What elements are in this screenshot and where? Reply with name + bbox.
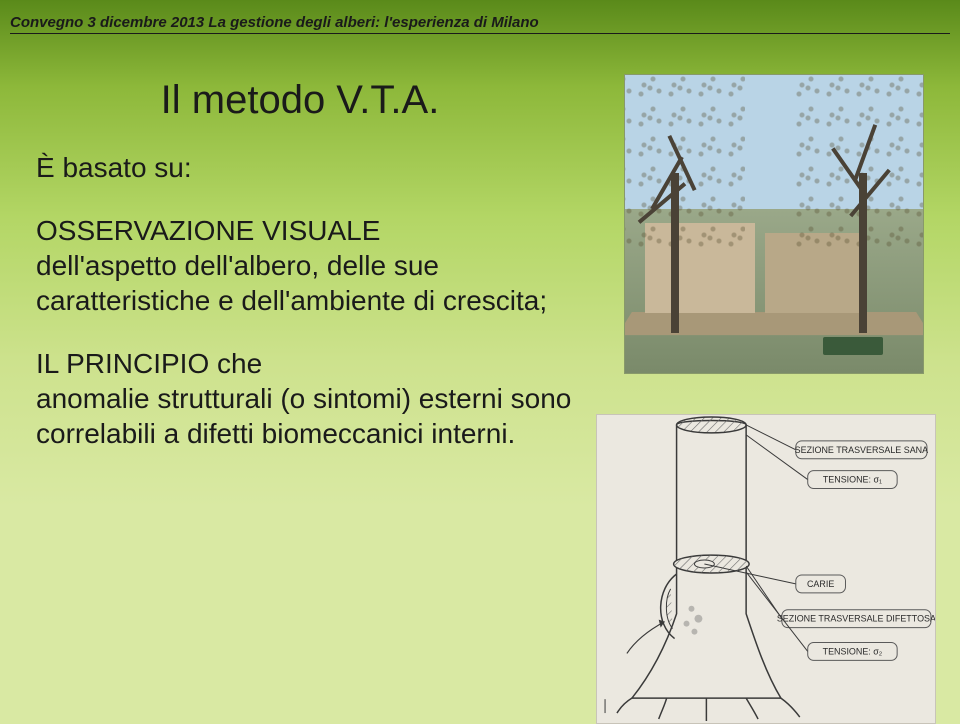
paragraph-osservazione: OSSERVAZIONE VISUALE dell'aspetto dell'a…	[36, 213, 576, 318]
para1-line3: caratteristiche e dell'ambiente di cresc…	[36, 285, 547, 316]
para1-line1: OSSERVAZIONE VISUALE	[36, 215, 380, 246]
label-difettosa: SEZIONE TRASVERSALE DIFETTOSA	[777, 614, 935, 624]
label-sana: SEZIONE TRASVERSALE SANA	[795, 445, 928, 455]
tree-photo	[624, 74, 924, 374]
para1-line2: dell'aspetto dell'albero, delle sue	[36, 250, 439, 281]
intro-line: È basato su:	[36, 150, 576, 185]
paragraph-principio: IL PRINCIPIO che anomalie strutturali (o…	[36, 346, 576, 451]
trunk-section-diagram: SEZIONE TRASVERSALE SANA TENSIONE: σ₁ CA…	[596, 414, 936, 724]
label-tensione1: TENSIONE: σ₁	[823, 475, 882, 485]
para2-line1: IL PRINCIPIO che	[36, 348, 262, 379]
label-carie: CARIE	[807, 579, 834, 589]
slide-title: Il metodo V.T.A.	[0, 78, 600, 123]
para2-line3: correlabili a difetti biomeccanici inter…	[36, 418, 515, 449]
label-tensione2: TENSIONE: σ₂	[823, 646, 883, 656]
para2-line2: anomalie strutturali (o sintomi) esterni…	[36, 383, 571, 414]
slide-header: Convegno 3 dicembre 2013 La gestione deg…	[10, 14, 950, 34]
slide-body: È basato su: OSSERVAZIONE VISUALE dell'a…	[36, 150, 576, 479]
